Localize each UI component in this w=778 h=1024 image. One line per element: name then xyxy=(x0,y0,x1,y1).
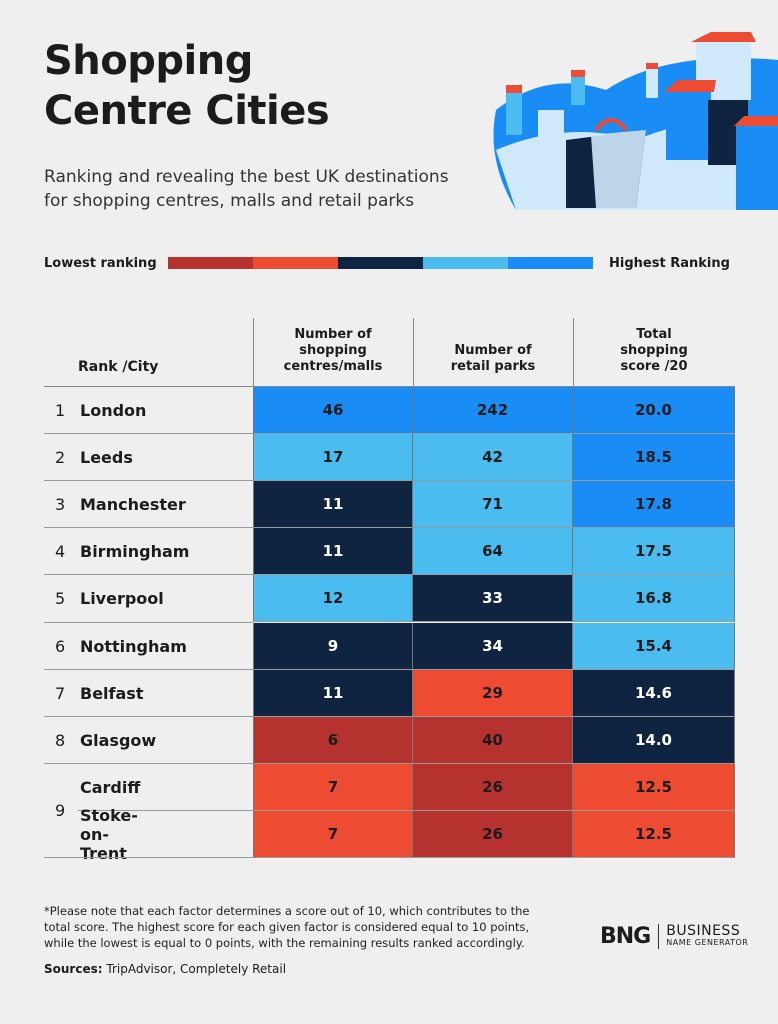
illustration xyxy=(493,32,778,210)
row-rule xyxy=(44,762,253,764)
column-header: Rank /City xyxy=(78,359,159,375)
table-cell: 6 xyxy=(253,716,413,764)
city: Liverpool xyxy=(80,589,164,609)
rank: 3 xyxy=(55,495,66,515)
legend-high: Highest Ranking xyxy=(609,256,730,271)
city: Birmingham xyxy=(80,542,190,562)
table-cell: 7 xyxy=(253,763,413,811)
city: Belfast xyxy=(80,683,144,703)
table-cell: 14.6 xyxy=(573,669,735,717)
logo-line: NAME GENERATOR xyxy=(666,937,749,947)
legend-swatch xyxy=(423,257,508,269)
row-rule xyxy=(44,574,253,576)
table-cell: 26 xyxy=(413,810,573,858)
table-cell: 16.8 xyxy=(573,575,735,623)
table-cell: 71 xyxy=(413,481,573,529)
table-cell: 17.8 xyxy=(573,481,735,529)
city: Cardiff xyxy=(80,777,141,797)
column-divider xyxy=(413,318,414,387)
logo-mark: BNG xyxy=(600,924,660,949)
row-rule xyxy=(44,621,253,623)
rank: 8 xyxy=(55,730,66,750)
city: Manchester xyxy=(80,495,186,515)
table-cell: 46 xyxy=(253,387,413,435)
legend-swatch xyxy=(338,257,423,269)
legend-swatch xyxy=(168,257,253,269)
table-cell: 11 xyxy=(253,481,413,529)
city: Nottingham xyxy=(80,636,187,656)
table-cell: 12.5 xyxy=(573,763,735,811)
column-header: Number of retail parks xyxy=(450,343,536,374)
rank: 7 xyxy=(55,683,66,703)
rank: 9 xyxy=(55,801,66,821)
table-cell: 20.0 xyxy=(573,387,735,435)
sources: Sources: TripAdvisor, Completely Retail xyxy=(44,962,286,976)
row-rule xyxy=(44,715,253,717)
table-cell: 17.5 xyxy=(573,528,735,576)
city: Stoke-on-Trent xyxy=(80,805,138,863)
table-cell: 17 xyxy=(253,434,413,482)
table-cell: 18.5 xyxy=(573,434,735,482)
table-cell: 11 xyxy=(253,669,413,717)
rank: 6 xyxy=(55,636,66,656)
legend-bar xyxy=(168,257,593,269)
table-cell: 9 xyxy=(253,622,413,670)
title-line: Centre Cities xyxy=(44,88,330,134)
table-cell: 11 xyxy=(253,528,413,576)
city: Leeds xyxy=(80,448,133,468)
city: Glasgow xyxy=(80,730,157,750)
column-header: Total shopping score /20 xyxy=(620,327,688,374)
legend-swatch xyxy=(253,257,338,269)
table-cell: 34 xyxy=(413,622,573,670)
table-cell: 242 xyxy=(413,387,573,435)
rank: 4 xyxy=(55,542,66,562)
city: London xyxy=(80,401,147,421)
row-rule xyxy=(44,527,253,529)
column-divider xyxy=(253,318,254,387)
subtitle-line: Ranking and revealing the best UK destin… xyxy=(44,167,449,187)
footnote: *Please note that each factor determines… xyxy=(44,904,530,950)
logo-text: BUSINESS NAME GENERATOR xyxy=(659,922,749,949)
table-cell: 64 xyxy=(413,528,573,576)
table-cell: 29 xyxy=(413,669,573,717)
logo-line: BUSINESS xyxy=(666,922,741,939)
row-rule xyxy=(44,857,253,858)
table-cell: 12.5 xyxy=(573,810,735,858)
subtitle-line: for shopping centres, malls and retail p… xyxy=(44,191,415,211)
row-rule xyxy=(44,480,253,482)
sources-text: TripAdvisor, Completely Retail xyxy=(106,962,287,976)
rank: 1 xyxy=(55,401,66,421)
logo: BNG BUSINESS NAME GENERATOR xyxy=(600,924,748,949)
rank: 5 xyxy=(55,589,66,609)
table-cell: 7 xyxy=(253,810,413,858)
row-rule xyxy=(44,668,253,670)
sources-label: Sources: xyxy=(44,962,103,976)
table-cell: 15.4 xyxy=(573,622,735,670)
table-cell: 40 xyxy=(413,716,573,764)
column-divider xyxy=(573,318,574,387)
title-line: Shopping xyxy=(44,38,253,84)
column-header: Number of shopping centres/malls xyxy=(283,327,383,374)
subtitle: Ranking and revealing the best UK destin… xyxy=(44,165,449,213)
table-cell: 26 xyxy=(413,763,573,811)
table-cell: 42 xyxy=(413,434,573,482)
table-cell: 12 xyxy=(253,575,413,623)
legend-swatch xyxy=(508,257,593,269)
row-rule xyxy=(78,809,253,811)
legend-low: Lowest ranking xyxy=(44,256,157,271)
row-rule xyxy=(44,433,253,435)
rank: 2 xyxy=(55,448,66,468)
header-rule xyxy=(44,386,735,387)
table-cell: 14.0 xyxy=(573,716,735,764)
table-cell: 33 xyxy=(413,575,573,623)
title: Shopping Centre Cities xyxy=(44,36,330,136)
